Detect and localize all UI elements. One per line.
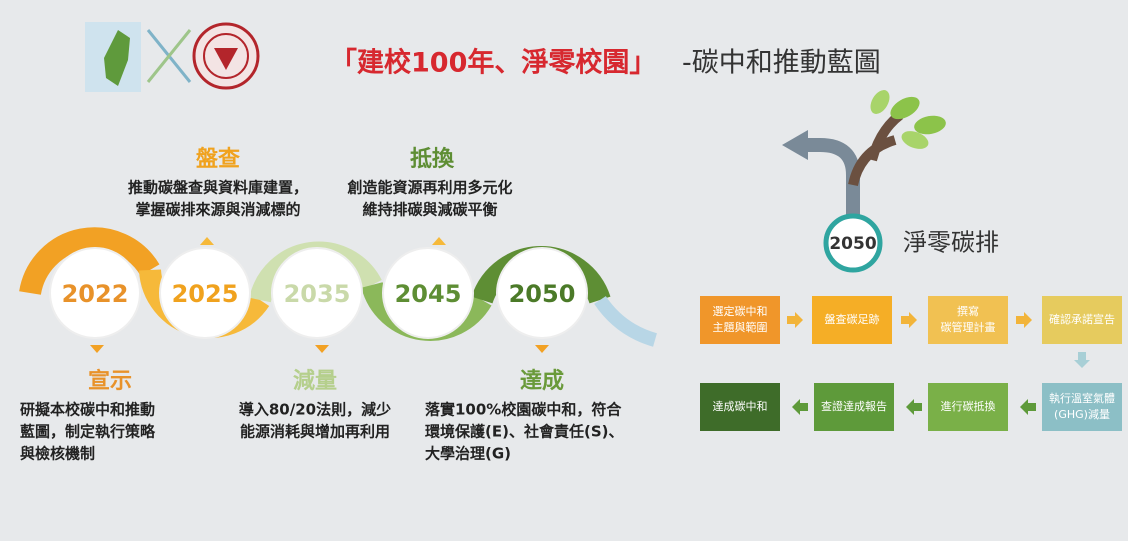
milestone-label: 減量 — [293, 369, 337, 394]
milestone-year: 2022 — [62, 280, 129, 308]
milestone-circle — [159, 247, 251, 339]
step-box — [1042, 296, 1122, 344]
milestone-label: 盤查 — [196, 146, 240, 172]
step-box — [1042, 383, 1122, 431]
milestone-description: 藍圖，制定執行策略 — [20, 423, 156, 441]
flow-arrow — [906, 399, 922, 415]
step-text: 選定碳中和 — [713, 304, 768, 318]
step-box — [700, 383, 780, 431]
title-rest: -碳中和推動藍圖 — [682, 48, 881, 79]
milestone-description: 導入80/20法則，減少 — [239, 401, 391, 419]
step-box — [928, 383, 1008, 431]
flow-arrow — [787, 312, 803, 328]
title-highlight: 「建校100年、淨零校園」 — [330, 47, 656, 79]
step-text: 盤查碳足跡 — [825, 312, 880, 326]
milestone-label: 宣示 — [88, 368, 132, 394]
step-text: 撰寫 — [957, 304, 979, 318]
milestone-description: 能源消耗與增加再利用 — [240, 423, 390, 441]
step-text: 查證達成報告 — [821, 399, 887, 413]
milestone-label: 達成 — [520, 368, 564, 394]
taiwan-map-logo — [85, 22, 141, 92]
pointer — [90, 345, 549, 353]
flow-arrow — [1020, 399, 1036, 415]
milestone-description: 大學治理(G) — [425, 445, 511, 463]
goal-year: 2050 — [829, 234, 876, 254]
goal-label: 淨零碳排 — [903, 229, 999, 257]
flow-arrow — [1074, 352, 1090, 368]
step-text: 主題與範圍 — [713, 320, 768, 334]
milestone-year: 2045 — [395, 280, 462, 308]
milestone-year: 2050 — [509, 280, 576, 308]
milestone-description: 創造能資源再利用多元化 — [346, 179, 512, 197]
milestone-description: 落實100%校園碳中和，符合 — [425, 401, 622, 419]
milestone-year: 2035 — [284, 280, 351, 308]
step-box — [928, 296, 1008, 344]
milestone-description: 研擬本校碳中和推動 — [20, 401, 155, 419]
step-text: 確認承諾宣告 — [1049, 312, 1115, 326]
step-text: 碳管理計畫 — [941, 320, 996, 334]
step-box — [814, 383, 894, 431]
flow-arrow — [1016, 312, 1032, 328]
step-text: (GHG)減量 — [1054, 407, 1110, 421]
flow-arrow — [901, 312, 917, 328]
step-box — [812, 296, 892, 344]
milestone-description: 推動碳盤查與資料庫建置， — [128, 179, 308, 197]
milestone-year: 2025 — [172, 280, 239, 308]
step-text: 達成碳中和 — [713, 399, 768, 413]
milestone-circle — [271, 247, 363, 339]
milestone-circle — [382, 247, 474, 339]
milestone-description: 環境保護(E)、社會責任(S)、 — [425, 423, 623, 441]
step-text: 執行溫室氣體 — [1049, 391, 1115, 405]
cross-mark — [146, 29, 192, 83]
milestone-description: 與檢核機制 — [20, 445, 95, 463]
step-box — [700, 296, 780, 344]
university-seal — [192, 22, 260, 90]
flow-arrow — [792, 399, 808, 415]
step-text: 進行碳抵換 — [941, 399, 996, 413]
tree-icon — [782, 90, 946, 273]
milestone-description: 掌握碳排來源與消減標的 — [135, 201, 300, 219]
milestone-circle — [49, 247, 141, 339]
milestone-label: 抵換 — [410, 146, 455, 172]
milestone-circle — [496, 247, 588, 339]
milestone-description: 維持排碳與減碳平衡 — [362, 201, 497, 219]
